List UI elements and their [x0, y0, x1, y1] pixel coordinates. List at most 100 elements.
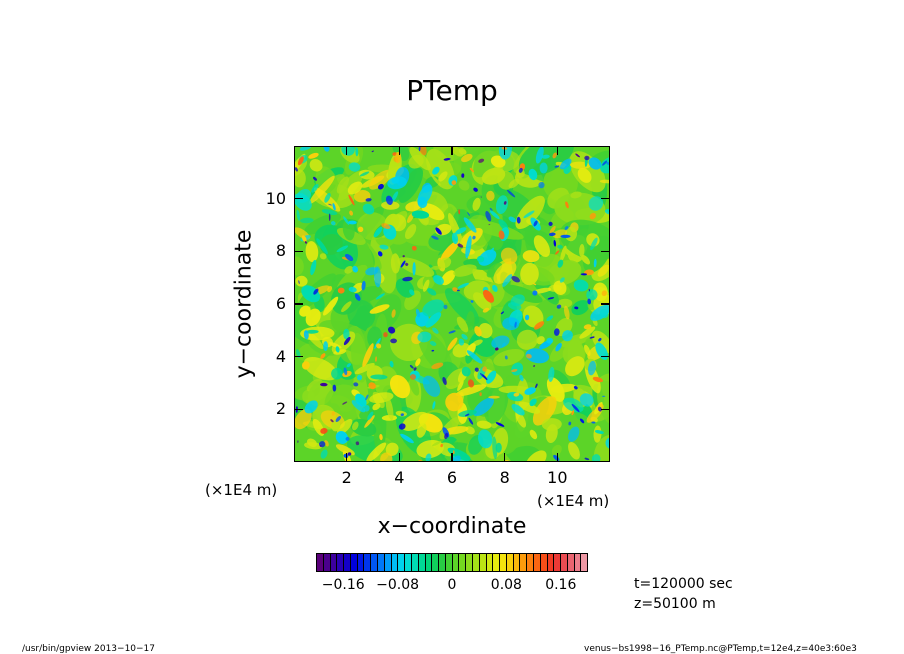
field-blob: [458, 180, 470, 191]
ptemp-field-plot: [294, 146, 610, 462]
field-blob: [443, 304, 448, 310]
colorbar-level: [439, 554, 446, 571]
field-blob: [303, 357, 338, 381]
field-blob: [604, 208, 609, 215]
field-blob: [304, 241, 308, 244]
field-blob: [551, 444, 562, 456]
field-blob: [343, 328, 350, 340]
field-blob: [376, 343, 382, 349]
x-tick-label: 8: [499, 468, 510, 487]
x-tick-label: 2: [341, 468, 352, 487]
x-tick-top: [398, 147, 401, 155]
y-tick: [295, 197, 303, 200]
field-blob: [336, 419, 353, 435]
field-blob: [473, 292, 492, 311]
colorbar-level: [317, 554, 324, 571]
colorbar-level: [466, 554, 473, 571]
field-blob: [508, 216, 517, 223]
field-blob: [330, 221, 336, 226]
field-blob: [335, 416, 341, 422]
field-blob: [391, 177, 400, 184]
colorbar-level: [445, 554, 453, 571]
field-blob: [415, 358, 421, 367]
field-blob: [451, 180, 457, 185]
colorbar-level: [534, 554, 541, 571]
field-blob: [473, 147, 509, 178]
y-tick-right: [601, 355, 609, 358]
y-tick-label: 10: [265, 188, 286, 208]
field-blob: [332, 203, 336, 211]
field-blob: [571, 403, 580, 413]
colorbar-level: [357, 554, 365, 571]
field-blob: [595, 342, 609, 361]
field-blob: [502, 284, 543, 304]
field-blob: [391, 191, 399, 202]
field-blob: [389, 375, 411, 399]
y-tick-label: 6: [275, 294, 286, 313]
y-tick: [295, 250, 303, 253]
y-tick: [295, 408, 303, 411]
field-blob: [568, 426, 580, 442]
colorbar-level: [472, 554, 480, 571]
field-blob: [577, 167, 592, 183]
field-blob: [418, 147, 421, 152]
field-blob: [331, 411, 336, 416]
field-blob: [581, 254, 590, 265]
field-blob: [488, 224, 491, 226]
field-blob: [320, 382, 328, 387]
field-blob: [485, 210, 492, 222]
field-blob: [511, 403, 525, 416]
field-blob: [455, 384, 487, 397]
field-blob: [367, 411, 374, 421]
field-blob: [398, 423, 406, 430]
field-blob: [486, 262, 503, 278]
field-blob: [597, 264, 609, 277]
field-blob: [352, 421, 359, 431]
field-blob: [587, 298, 592, 305]
colorbar-level: [425, 554, 433, 571]
field-blob: [575, 153, 580, 158]
field-blob: [349, 210, 353, 216]
field-blob: [311, 183, 319, 193]
field-blob: [374, 337, 381, 349]
field-blob: [457, 282, 470, 289]
field-blob: [299, 147, 312, 151]
colorbar-tick-label: 0.08: [490, 577, 522, 593]
field-blob: [324, 192, 331, 203]
field-blob: [601, 290, 607, 297]
x-tick-top: [345, 147, 348, 155]
field-blob: [417, 147, 427, 156]
field-blob: [455, 227, 467, 235]
field-blob: [489, 247, 495, 254]
field-blob: [500, 247, 518, 265]
field-blob: [539, 162, 548, 174]
field-blob: [522, 250, 540, 263]
field-blob: [431, 235, 439, 240]
field-blob: [490, 155, 506, 168]
footer-right: venus−bs1998−16_PTemp.nc@PTemp,t=12e4,z=…: [584, 644, 857, 654]
field-blob: [405, 262, 409, 266]
field-blob: [400, 433, 414, 444]
field-blob: [335, 431, 349, 444]
field-blob: [591, 421, 596, 424]
height-annotation: z=50100 m: [634, 596, 716, 612]
field-blob: [371, 150, 374, 153]
colorbar-level: [398, 554, 406, 571]
field-blob: [295, 275, 308, 287]
field-blob: [328, 203, 332, 206]
field-blob: [432, 166, 440, 175]
field-blob: [330, 419, 334, 423]
field-blob: [359, 171, 370, 177]
field-blob: [571, 410, 575, 416]
field-blob: [480, 196, 483, 198]
field-blob: [473, 187, 478, 192]
field-blob: [476, 420, 492, 429]
field-blob: [579, 244, 585, 257]
y-tick-right: [601, 303, 609, 305]
field-blob: [362, 343, 374, 368]
x-tick-label: 10: [547, 468, 568, 487]
field-blob: [552, 152, 557, 159]
field-blob: [518, 167, 523, 173]
field-blob: [606, 161, 609, 165]
field-blob: [599, 179, 609, 184]
